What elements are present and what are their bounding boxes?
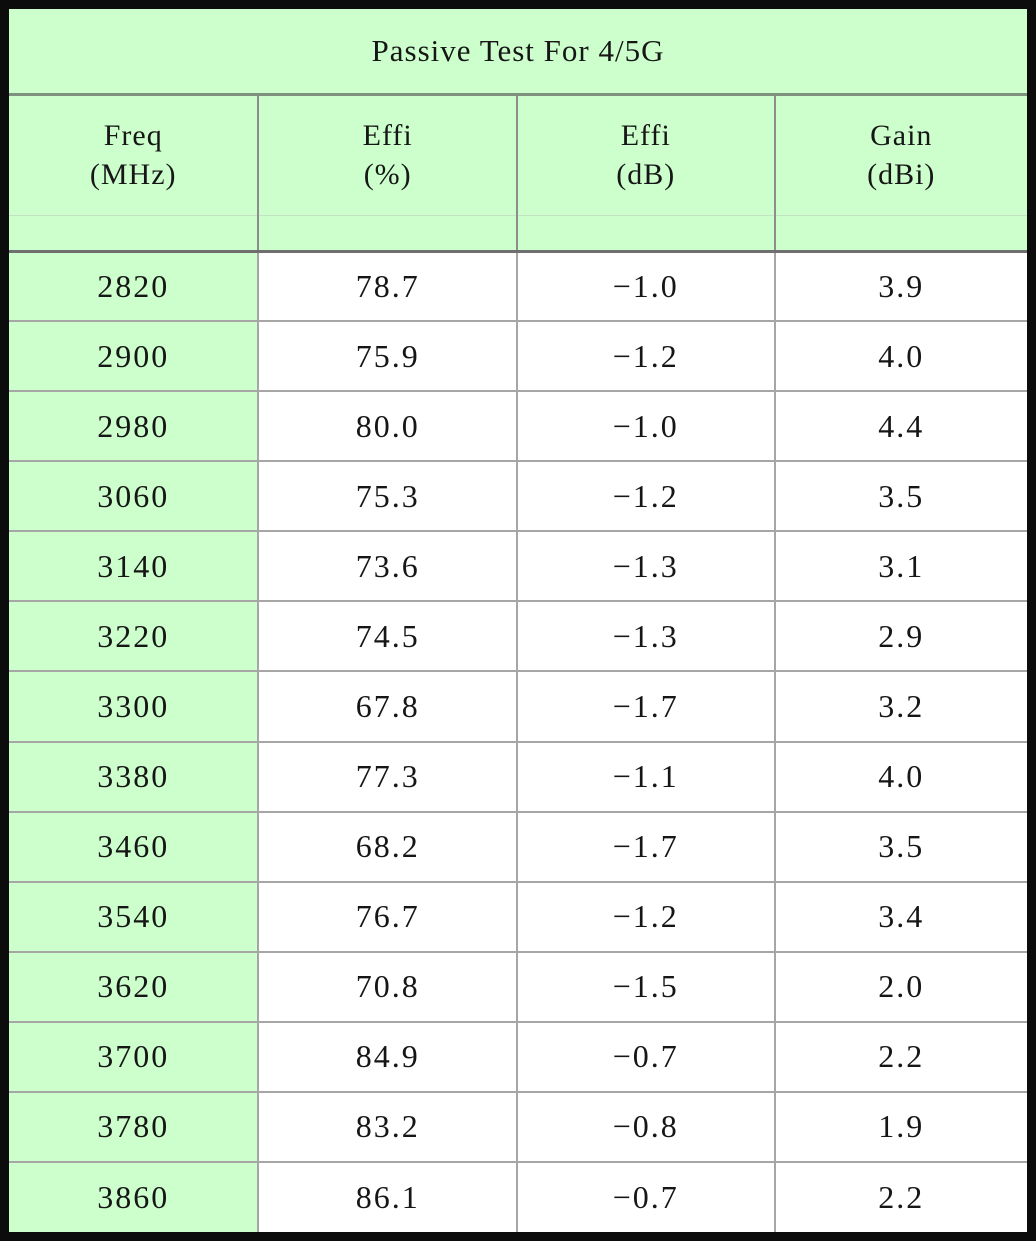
header-unit: (%) [363,158,412,192]
cell-effi-pct: 77.3 [257,740,518,813]
table-row: 3780 83.2 −0.8 1.9 [9,1090,1027,1163]
cell-gain: 4.0 [773,740,1027,813]
table-row: 3300 67.8 −1.7 3.2 [9,670,1027,743]
cell-freq: 3540 [9,880,260,953]
cell-effi-pct: 75.3 [257,460,518,533]
cell-freq: 2820 [9,250,260,323]
cell-freq: 3220 [9,600,260,673]
table-row: 2900 75.9 −1.2 4.0 [9,320,1027,393]
cell-gain: 3.4 [773,880,1027,953]
table-row: 3060 75.3 −1.2 3.5 [9,460,1027,533]
header-cell-effi-db: Effi (dB) [515,94,775,216]
cell-gain: 3.2 [773,670,1027,743]
cell-effi-pct: 75.9 [257,320,518,393]
cell-freq: 3620 [9,950,260,1023]
table-row: 3620 70.8 −1.5 2.0 [9,950,1027,1023]
cell-freq: 3380 [9,740,260,813]
cell-gain: 2.2 [773,1020,1027,1093]
cell-effi-db: −0.7 [515,1020,776,1093]
table-row: 3380 77.3 −1.1 4.0 [9,740,1027,813]
cell-gain: 2.9 [773,600,1027,673]
table-header-row: Freq (MHz) Effi (%) Effi (dB) Gain (dBi) [9,94,1027,216]
cell-effi-db: −0.8 [515,1090,776,1163]
table-row: 2980 80.0 −1.0 4.4 [9,390,1027,463]
cell-gain: 2.0 [773,950,1027,1023]
cell-freq: 3060 [9,460,260,533]
cell-gain: 3.1 [773,530,1027,603]
cell-gain: 3.5 [773,810,1027,883]
cell-freq: 3300 [9,670,260,743]
cell-effi-db: −1.2 [515,320,776,393]
header-spacer-row [9,215,1027,253]
cell-effi-pct: 70.8 [257,950,518,1023]
cell-effi-db: −1.7 [515,810,776,883]
header-unit: (dBi) [867,158,936,192]
header-label: Gain [870,118,933,152]
cell-freq: 2980 [9,390,260,463]
cell-effi-pct: 83.2 [257,1090,518,1163]
cell-effi-db: −1.3 [515,600,776,673]
spacer-cell [257,215,517,253]
header-label: Effi [620,118,671,152]
cell-effi-db: −1.2 [515,460,776,533]
cell-gain: 4.0 [773,320,1027,393]
header-label: Effi [362,118,413,152]
table-row: 3220 74.5 −1.3 2.9 [9,600,1027,673]
cell-effi-pct: 73.6 [257,530,518,603]
cell-freq: 2900 [9,320,260,393]
table-title-row: Passive Test For 4/5G [9,9,1027,96]
cell-effi-db: −1.0 [515,390,776,463]
header-unit: (MHz) [89,158,177,192]
cell-effi-pct: 68.2 [257,810,518,883]
cell-freq: 3460 [9,810,260,883]
cell-effi-db: −1.7 [515,670,776,743]
table-row: 3460 68.2 −1.7 3.5 [9,810,1027,883]
spacer-cell [773,215,1027,253]
header-cell-freq: Freq (MHz) [9,94,259,216]
header-cell-gain: Gain (dBi) [773,94,1027,216]
spacer-cell [515,215,775,253]
cell-effi-db: −1.1 [515,740,776,813]
cell-gain: 3.5 [773,460,1027,533]
header-label: Freq [103,118,163,152]
cell-effi-pct: 86.1 [257,1160,518,1232]
table-row: 2820 78.7 −1.0 3.9 [9,250,1027,323]
cell-effi-pct: 84.9 [257,1020,518,1093]
cell-effi-pct: 74.5 [257,600,518,673]
table-row: 3140 73.6 −1.3 3.1 [9,530,1027,603]
passive-test-table: Passive Test For 4/5G Freq (MHz) Effi (%… [9,9,1027,1232]
cell-effi-pct: 80.0 [257,390,518,463]
cell-freq: 3140 [9,530,260,603]
cell-freq: 3700 [9,1020,260,1093]
table-row: 3700 84.9 −0.7 2.2 [9,1020,1027,1093]
cell-gain: 1.9 [773,1090,1027,1163]
cell-gain: 3.9 [773,250,1027,323]
cell-effi-pct: 67.8 [257,670,518,743]
header-unit: (dB) [616,158,676,192]
header-cell-effi-pct: Effi (%) [257,94,517,216]
cell-freq: 3780 [9,1090,260,1163]
cell-effi-db: −1.3 [515,530,776,603]
table-row: 3540 76.7 −1.2 3.4 [9,880,1027,953]
cell-freq: 3860 [9,1160,260,1232]
cell-effi-db: −1.2 [515,880,776,953]
cell-effi-pct: 78.7 [257,250,518,323]
cell-gain: 2.2 [773,1160,1027,1232]
cell-effi-pct: 76.7 [257,880,518,953]
table-title: Passive Test For 4/5G [9,9,1027,96]
cell-effi-db: −0.7 [515,1160,776,1232]
cell-effi-db: −1.0 [515,250,776,323]
table-row: 3860 86.1 −0.7 2.2 [9,1160,1027,1232]
cell-effi-db: −1.5 [515,950,776,1023]
cell-gain: 4.4 [773,390,1027,463]
spacer-cell [9,215,259,253]
